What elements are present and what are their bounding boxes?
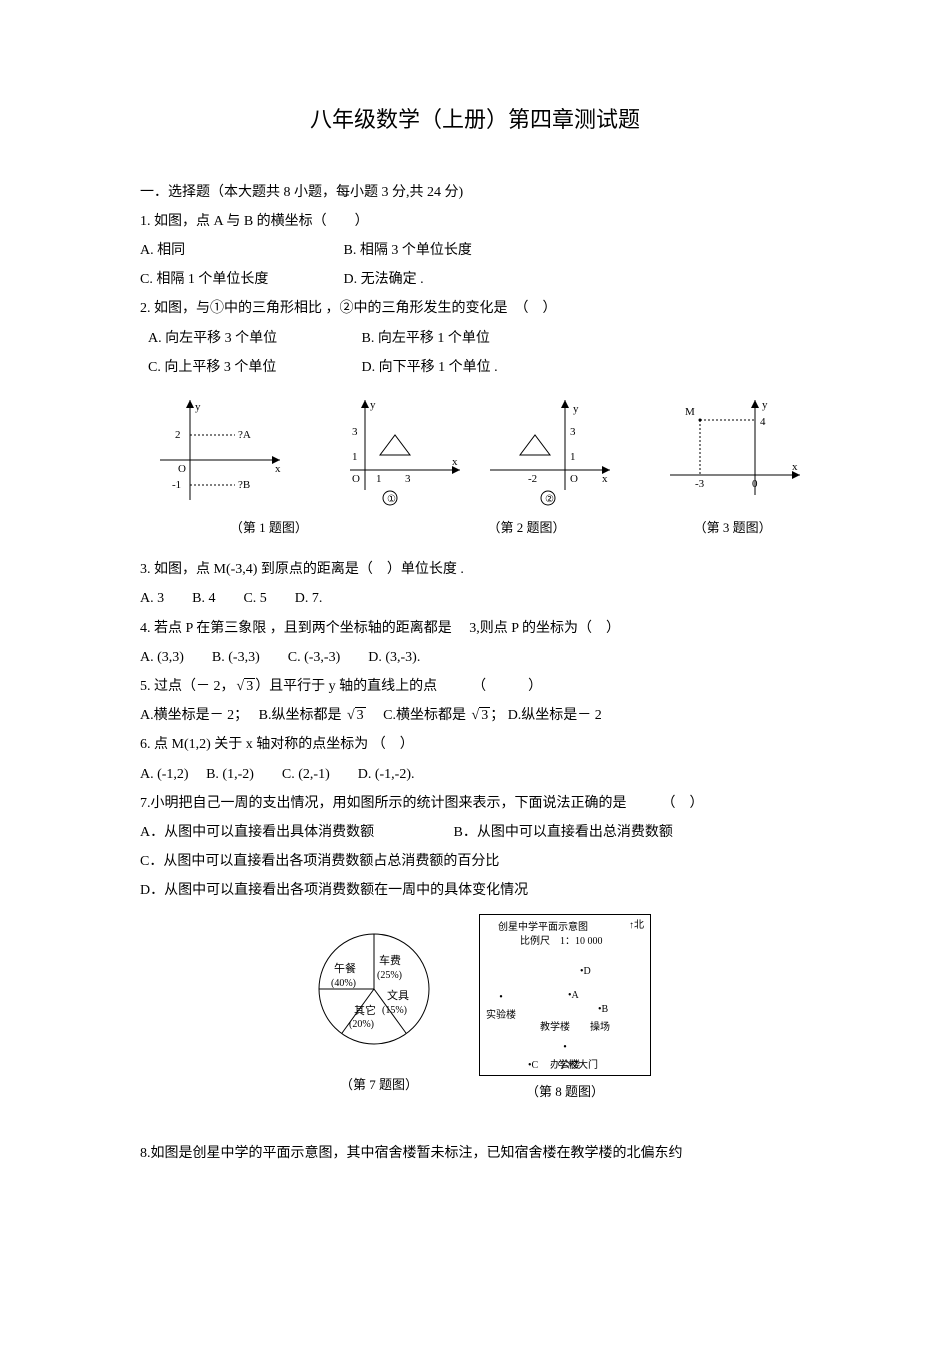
q6: 6. 点 M(1,2) 关于 x 轴对称的点坐标为 （ ）: [140, 732, 810, 757]
svg-text:-3: -3: [695, 478, 705, 490]
cap1: （第 1 题图）: [140, 516, 398, 539]
q7b: B．从图中可以直接看出总消费数额: [454, 825, 673, 840]
q7d: D．从图中可以直接看出各项消费数额在一周中的具体变化情况: [140, 878, 810, 903]
fig2-svg: y x O 1 3 1 3 ① y x O 1 3 -2 ②: [330, 390, 620, 510]
q2b: B. 向左平移 1 个单位: [362, 331, 490, 346]
q2-row2: C. 向上平移 3 个单位 D. 向下平移 1 个单位 .: [140, 355, 810, 380]
q1a: A. 相同: [140, 238, 340, 263]
svg-text:0: 0: [752, 478, 758, 490]
pie-wrap: 午餐 (40%) 车费 (25%) 文具 (15%) 其它 (20%) （第 7…: [299, 914, 459, 1103]
q3: 3. 如图，点 M(-3,4) 到原点的距离是（ ）单位长度 .: [140, 557, 810, 582]
svg-text:②: ②: [545, 494, 554, 505]
q5optA: A.横坐标是－ 2；: [140, 708, 241, 723]
q7a: A．从图中可以直接看出具体消费数额: [140, 820, 450, 845]
svg-text:-1: -1: [172, 479, 181, 491]
svg-text:(25%): (25%): [377, 970, 402, 981]
svg-text:y: y: [195, 401, 201, 413]
q5optB: B.纵坐标都是 3: [259, 708, 366, 723]
svg-text:3: 3: [570, 426, 576, 438]
svg-text:x: x: [602, 473, 608, 485]
q5opts: A.横坐标是－ 2； B.纵坐标都是 3 C.横坐标都是 3； D.纵坐标是－ …: [140, 703, 810, 728]
q4: 4. 若点 P 在第三象限 ，且到两个坐标轴的距离都是 3,则点 P 的坐标为（…: [140, 616, 810, 641]
q4opts: A. (3,3) B. (-3,3) C. (-3,-3) D. (3,-3).: [140, 645, 810, 670]
svg-text:x: x: [792, 461, 798, 473]
svg-text:y: y: [370, 399, 376, 411]
svg-text:M: M: [685, 406, 695, 418]
cap8: （第 8 题图）: [479, 1080, 651, 1103]
q2d: D. 向下平移 1 个单位 .: [362, 360, 498, 375]
svg-text:2: 2: [175, 429, 181, 441]
q7c: C．从图中可以直接看出各项消费数额占总消费额的百分比: [140, 849, 810, 874]
q5b: ）且平行于 y 轴的直线上的点 （ ）: [255, 679, 542, 694]
svg-text:①: ①: [387, 494, 396, 505]
svg-text:?B: ?B: [238, 479, 250, 491]
q2c: C. 向上平移 3 个单位: [148, 355, 358, 380]
svg-text:x: x: [275, 463, 281, 475]
svg-text:-2: -2: [528, 473, 537, 485]
sqrt3-1: 3: [235, 674, 256, 699]
svg-text:y: y: [573, 403, 579, 415]
q1d: D. 无法确定 .: [344, 272, 424, 287]
svg-text:x: x: [452, 456, 458, 468]
svg-text:1: 1: [352, 451, 358, 463]
svg-text:1: 1: [376, 473, 382, 485]
q1c: C. 相隔 1 个单位长度: [140, 267, 340, 292]
q1-row2: C. 相隔 1 个单位长度 D. 无法确定 .: [140, 267, 810, 292]
q7ab: A．从图中可以直接看出具体消费数额 B．从图中可以直接看出总消费数额: [140, 820, 810, 845]
fig1-svg: y x O ?A 2 ?B -1: [140, 390, 290, 510]
map-box: 创星中学平面示意图 ↑北 比例尺 1：10 000 •D •实验楼 •A •B …: [479, 914, 651, 1076]
q6opts: A. (-1,2) B. (1,-2) C. (2,-1) D. (-1,-2)…: [140, 762, 810, 787]
section-heading: 一．选择题（本大题共 8 小题，每小题 3 分,共 24 分): [140, 180, 810, 205]
svg-text:?A: ?A: [238, 429, 251, 441]
q5a: 5. 过点（－ 2，: [140, 679, 235, 694]
fig-captions-1: （第 1 题图） （第 2 题图） （第 3 题图）: [140, 516, 810, 539]
pie-svg: 午餐 (40%) 车费 (25%) 文具 (15%) 其它 (20%): [299, 914, 459, 1064]
q3opts: A. 3 B. 4 C. 5 D. 7.: [140, 586, 810, 611]
cap7: （第 7 题图）: [299, 1073, 459, 1096]
q8: 8.如图是创星中学的平面示意图，其中宿舍楼暂未标注，已知宿舍楼在教学楼的北偏东约: [140, 1141, 810, 1166]
q1b: B. 相隔 3 个单位长度: [344, 243, 472, 258]
q2a: A. 向左平移 3 个单位: [148, 326, 358, 351]
q7: 7.小明把自己一周的支出情况，用如图所示的统计图来表示，下面说法正确的是 （ ）: [140, 791, 810, 816]
svg-text:O: O: [352, 473, 360, 485]
page-title: 八年级数学（上册）第四章测试题: [140, 100, 810, 140]
q2-row1: A. 向左平移 3 个单位 B. 向左平移 1 个单位: [140, 326, 810, 351]
q2: 2. 如图，与①中的三角形相比 ，②中的三角形发生的变化是 （ ）: [140, 296, 810, 321]
svg-text:4: 4: [760, 416, 766, 428]
svg-text:其它: 其它: [354, 1003, 376, 1017]
svg-text:(20%): (20%): [349, 1019, 374, 1030]
q1-row1: A. 相同 B. 相隔 3 个单位长度: [140, 238, 810, 263]
q5: 5. 过点（－ 2，3）且平行于 y 轴的直线上的点 （ ）: [140, 674, 810, 699]
svg-text:O: O: [178, 463, 186, 475]
svg-text:(15%): (15%): [382, 1005, 407, 1016]
q5optC: C.横坐标都是 3；: [369, 708, 504, 723]
figure-row-1: y x O ?A 2 ?B -1 y x O 1 3 1 3 ① y x O 1…: [140, 390, 810, 510]
figure-row-2: 午餐 (40%) 车费 (25%) 文具 (15%) 其它 (20%) （第 7…: [140, 914, 810, 1103]
svg-text:3: 3: [405, 473, 411, 485]
svg-text:y: y: [762, 399, 768, 411]
q1: 1. 如图，点 A 与 B 的横坐标（ ）: [140, 209, 810, 234]
cap3: （第 3 题图）: [655, 516, 810, 539]
svg-text:文具: 文具: [387, 988, 409, 1002]
svg-text:(40%): (40%): [331, 978, 356, 989]
svg-text:3: 3: [352, 426, 358, 438]
svg-text:午餐: 午餐: [334, 961, 356, 975]
svg-text:车费: 车费: [379, 953, 401, 967]
cap2: （第 2 题图）: [398, 516, 656, 539]
q5optD: D.纵坐标是－ 2: [508, 708, 602, 723]
svg-text:1: 1: [570, 451, 576, 463]
map-wrap: 创星中学平面示意图 ↑北 比例尺 1：10 000 •D •实验楼 •A •B …: [479, 914, 651, 1103]
svg-text:O: O: [570, 473, 578, 485]
fig3-svg: y x 0 4 -3 M: [660, 390, 810, 510]
